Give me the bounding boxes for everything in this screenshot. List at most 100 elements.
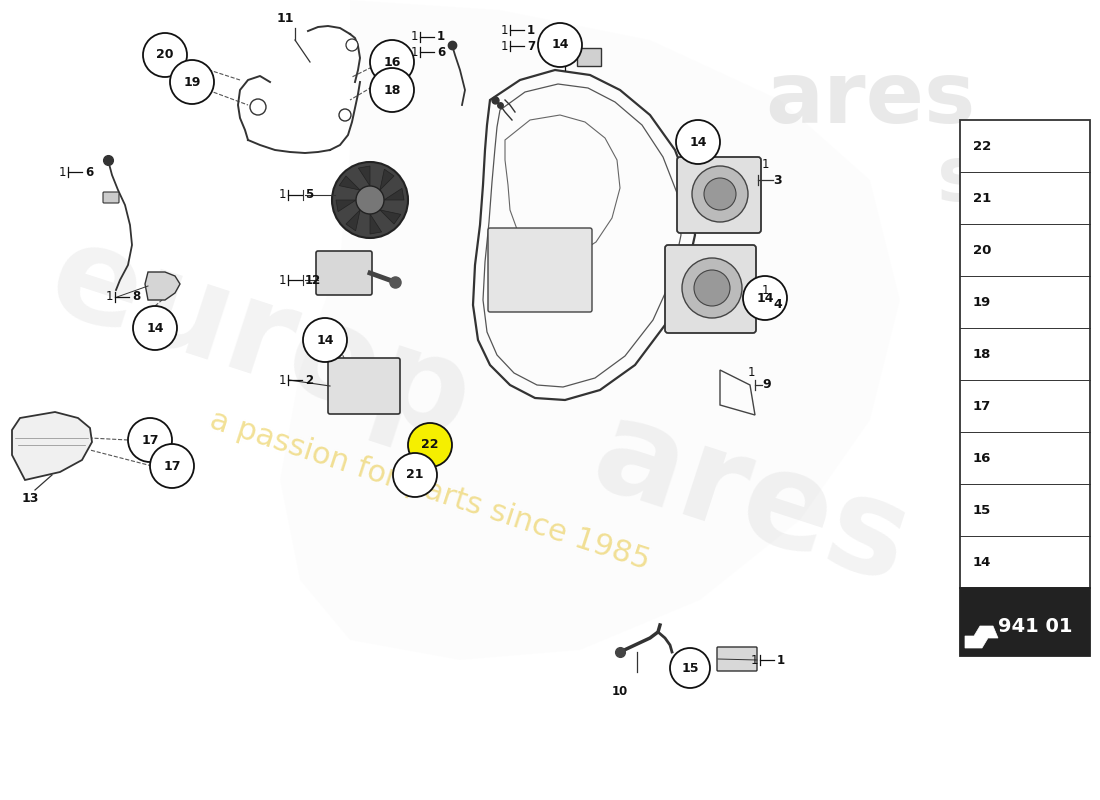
Circle shape (133, 306, 177, 350)
FancyBboxPatch shape (488, 228, 592, 312)
Text: 22: 22 (972, 139, 991, 153)
Polygon shape (384, 188, 404, 200)
Polygon shape (379, 210, 400, 224)
Text: 1: 1 (777, 654, 785, 666)
Polygon shape (965, 626, 998, 648)
Text: europ   ares: europ ares (35, 211, 925, 609)
Text: 19: 19 (184, 75, 200, 89)
Circle shape (143, 33, 187, 77)
Polygon shape (379, 169, 394, 190)
Text: 21: 21 (406, 469, 424, 482)
Circle shape (332, 162, 408, 238)
FancyBboxPatch shape (717, 647, 757, 671)
Text: 7: 7 (527, 39, 535, 53)
Text: 14: 14 (690, 135, 706, 149)
Text: 20: 20 (156, 49, 174, 62)
Text: 13: 13 (22, 492, 40, 505)
Text: 15: 15 (972, 503, 991, 517)
Text: 21: 21 (972, 191, 991, 205)
FancyBboxPatch shape (103, 192, 119, 203)
Text: 14: 14 (146, 322, 164, 334)
Text: 14: 14 (551, 38, 569, 51)
Circle shape (339, 109, 351, 121)
FancyBboxPatch shape (316, 251, 372, 295)
Text: 9: 9 (762, 378, 771, 391)
Text: 18: 18 (972, 347, 991, 361)
Text: 1: 1 (500, 23, 508, 37)
Text: 1: 1 (762, 158, 770, 171)
Text: 1: 1 (437, 30, 446, 43)
Text: 1: 1 (410, 30, 418, 43)
Circle shape (682, 258, 742, 318)
Circle shape (408, 423, 452, 467)
Text: 12: 12 (305, 274, 321, 286)
Circle shape (676, 120, 720, 164)
Text: 16: 16 (383, 55, 400, 69)
Text: 14: 14 (317, 334, 333, 346)
Text: 2: 2 (305, 374, 314, 386)
Text: 17: 17 (141, 434, 158, 446)
Text: 20: 20 (972, 243, 991, 257)
Text: 6: 6 (85, 166, 94, 178)
Text: 1: 1 (410, 46, 418, 58)
FancyBboxPatch shape (578, 48, 601, 66)
Circle shape (150, 444, 194, 488)
Text: 1: 1 (750, 654, 758, 666)
Text: 15: 15 (681, 662, 698, 674)
Text: 1: 1 (106, 290, 113, 303)
Circle shape (128, 418, 172, 462)
Text: 18: 18 (383, 83, 400, 97)
Polygon shape (339, 176, 360, 190)
Text: 14: 14 (757, 291, 773, 305)
Text: s: s (937, 143, 982, 217)
Text: 17: 17 (163, 459, 180, 473)
Circle shape (250, 99, 266, 115)
Text: 4: 4 (773, 298, 782, 311)
Text: 1: 1 (748, 366, 756, 378)
Text: 17: 17 (972, 399, 991, 413)
Polygon shape (336, 200, 356, 212)
Text: 1: 1 (58, 166, 66, 178)
FancyBboxPatch shape (666, 245, 756, 333)
Text: 1: 1 (278, 189, 286, 202)
Polygon shape (12, 412, 92, 480)
Polygon shape (346, 210, 360, 231)
Text: 8: 8 (132, 290, 141, 303)
Circle shape (538, 23, 582, 67)
Text: 22: 22 (421, 438, 439, 451)
Text: 16: 16 (972, 451, 991, 465)
Circle shape (393, 453, 437, 497)
Text: 5: 5 (305, 189, 314, 202)
FancyBboxPatch shape (328, 358, 400, 414)
Circle shape (170, 60, 214, 104)
Circle shape (346, 39, 358, 51)
Circle shape (356, 186, 384, 214)
Text: 1: 1 (500, 39, 508, 53)
Text: 3: 3 (773, 174, 782, 186)
Text: 1: 1 (527, 23, 535, 37)
Text: 1: 1 (278, 374, 286, 386)
Text: 1: 1 (278, 274, 286, 286)
FancyBboxPatch shape (676, 157, 761, 233)
Bar (960, 120, 1090, 588)
Text: ares: ares (764, 58, 976, 142)
Circle shape (370, 40, 414, 84)
Circle shape (302, 318, 346, 362)
Circle shape (670, 648, 710, 688)
Circle shape (370, 68, 414, 112)
Text: 14: 14 (972, 555, 991, 569)
Circle shape (692, 166, 748, 222)
Circle shape (694, 270, 730, 306)
Text: 11: 11 (276, 12, 294, 25)
Circle shape (742, 276, 786, 320)
Text: 19: 19 (972, 295, 991, 309)
Text: 1: 1 (762, 283, 770, 297)
Polygon shape (370, 214, 382, 234)
Polygon shape (359, 166, 370, 186)
Circle shape (704, 178, 736, 210)
Text: a passion for parts since 1985: a passion for parts since 1985 (206, 405, 653, 575)
Text: 6: 6 (437, 46, 446, 58)
Bar (960, 588, 1090, 656)
Text: 10: 10 (612, 685, 628, 698)
PathPatch shape (280, 0, 900, 660)
